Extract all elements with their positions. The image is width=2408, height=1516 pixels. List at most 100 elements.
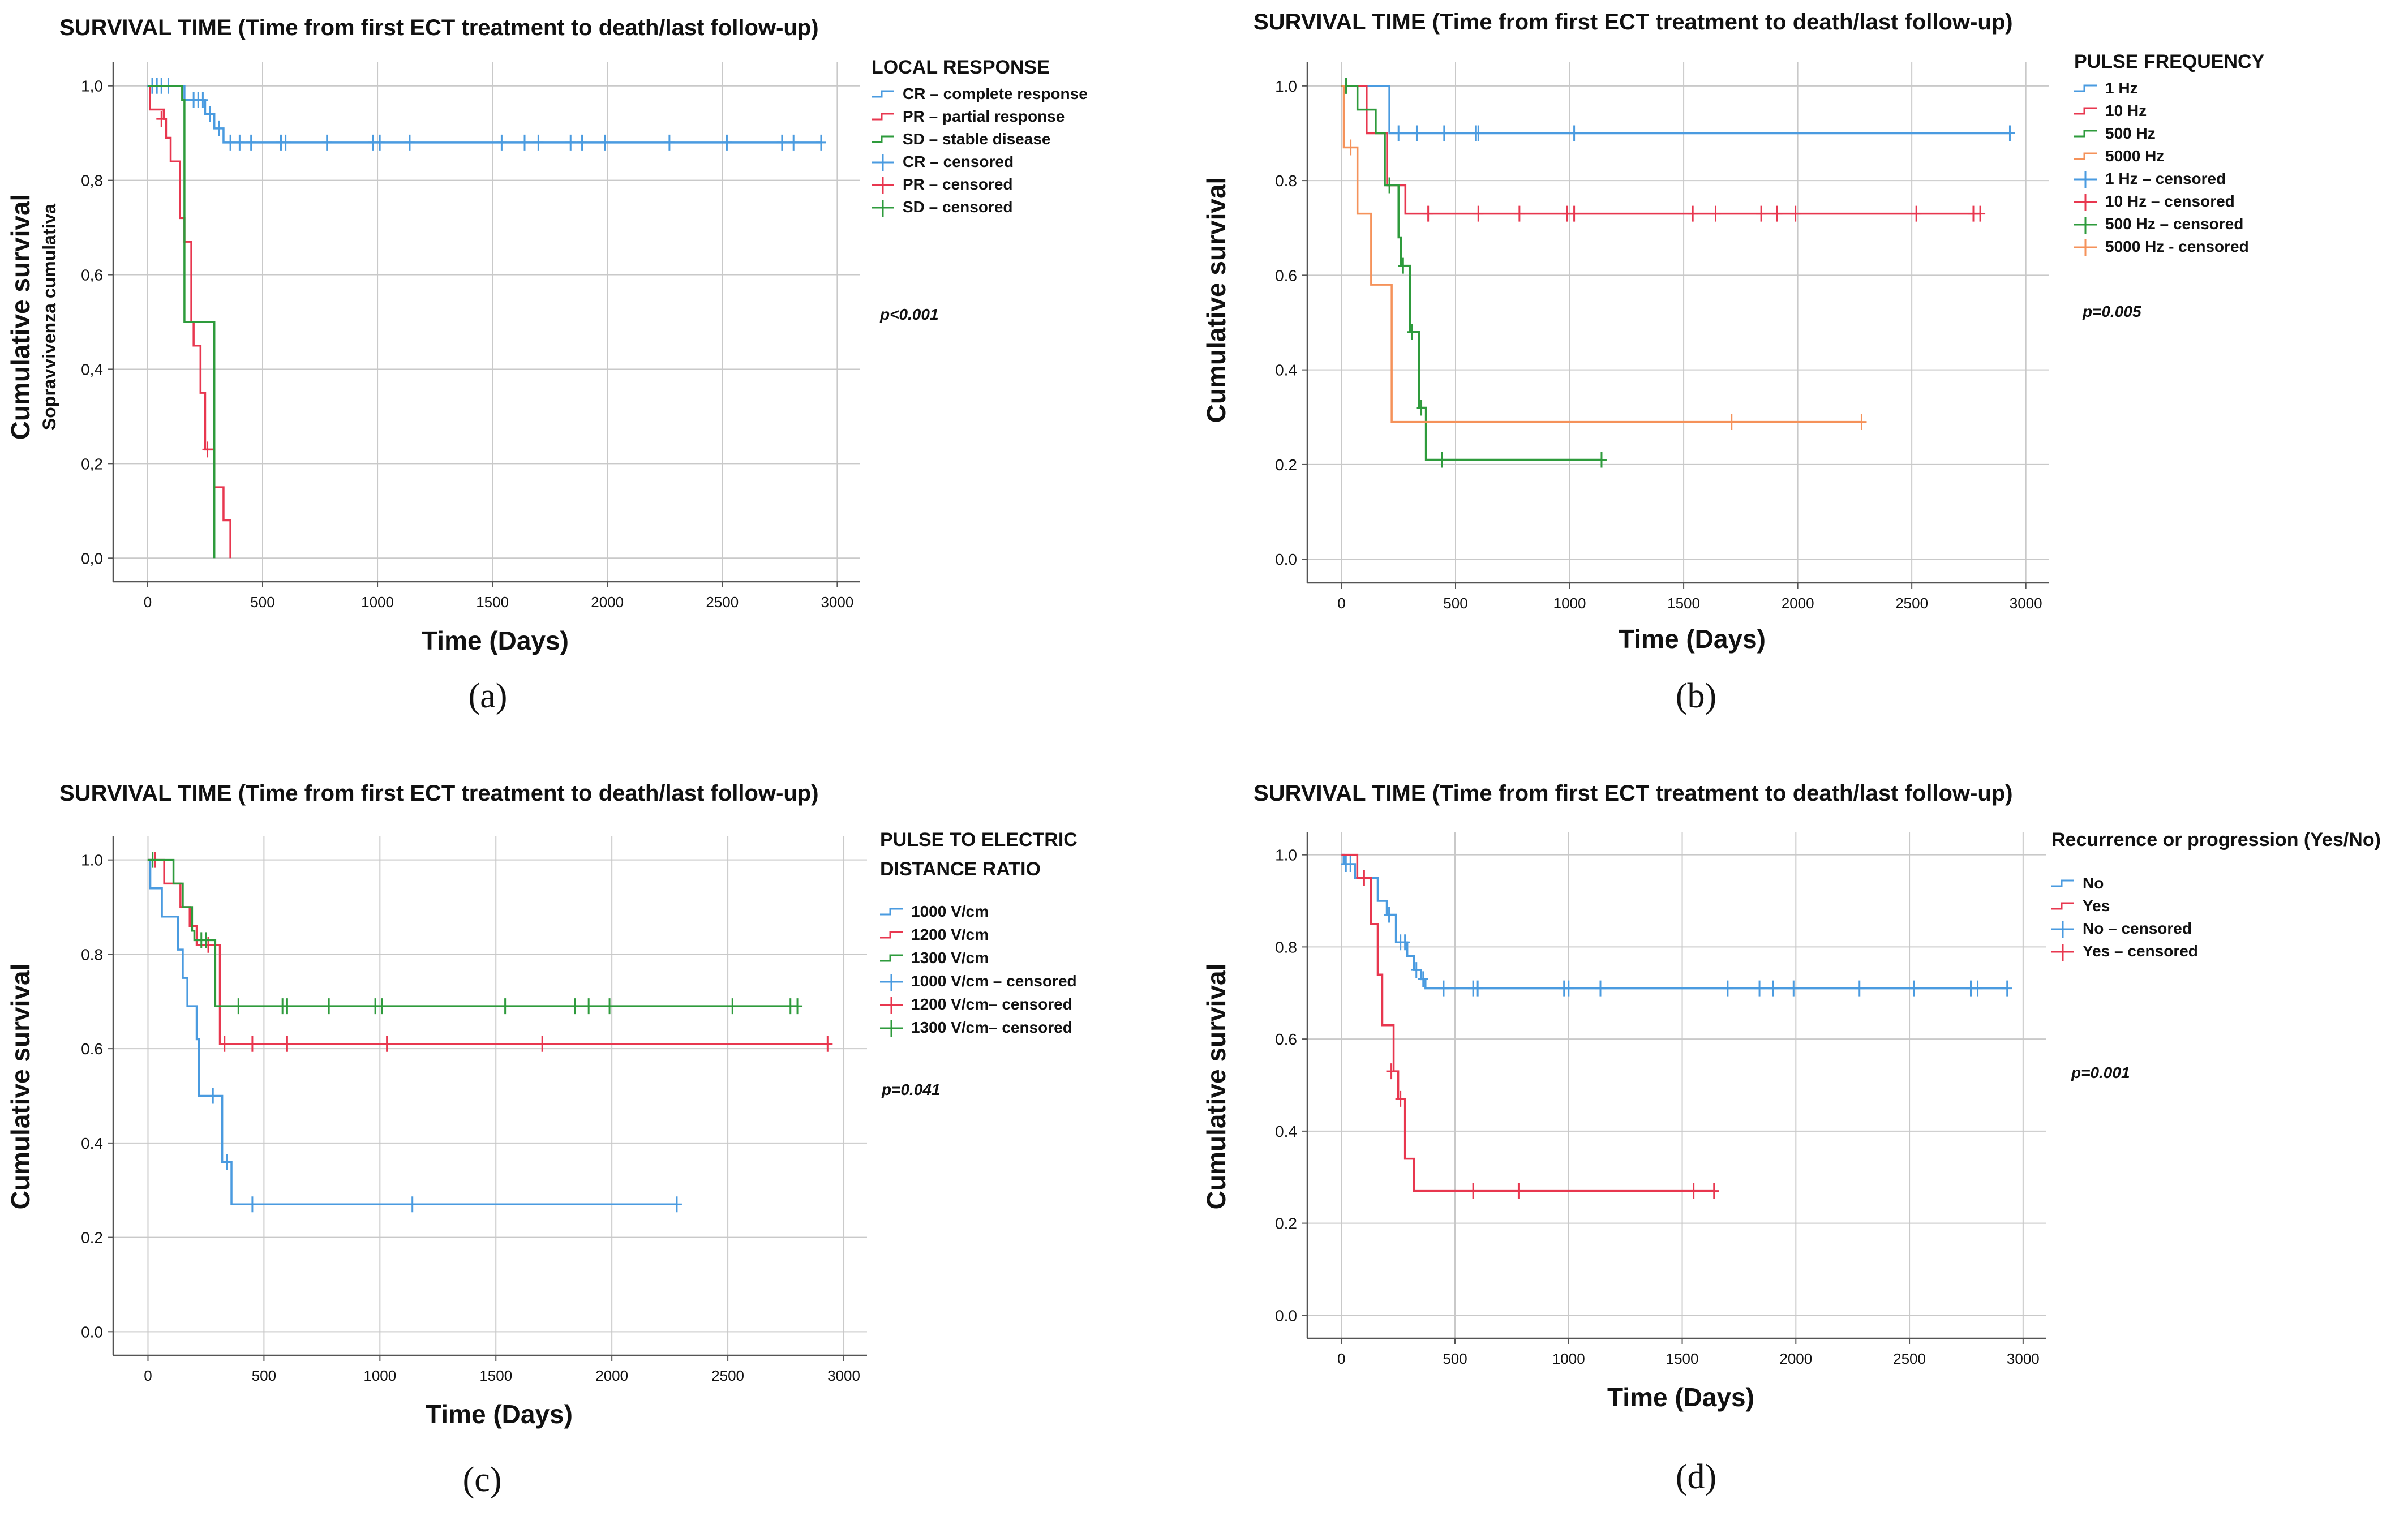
legend-swatch-line [2074, 107, 2097, 115]
censored-mark [1400, 934, 1410, 951]
legend-item-label: 1 Hz [2105, 79, 2138, 97]
x-tick-label: 0 [1337, 1350, 1345, 1367]
y-axis-label: Cumulative survival [1201, 177, 1231, 423]
survival-curve-yes [1341, 853, 1714, 1192]
x-tick-label: 0 [144, 1367, 152, 1384]
censored-mark [565, 134, 576, 151]
x-tick-label: 500 [1443, 595, 1467, 612]
legend-item-label: No [2083, 874, 2104, 892]
censored-mark [202, 441, 213, 458]
panel-caption: (d) [1676, 1458, 1716, 1496]
legend-swatch-cross [872, 177, 894, 194]
x-tick-label: 500 [1443, 1350, 1467, 1367]
panel-caption: (c) [463, 1461, 502, 1499]
censored-mark [583, 998, 594, 1015]
x-tick-label: 1500 [1667, 595, 1700, 612]
censored-mark [1569, 125, 1579, 141]
censored-mark [1768, 980, 1779, 997]
censored-mark [377, 998, 388, 1015]
legend-item-label: 500 Hz – censored [2105, 215, 2243, 233]
censored-mark [1972, 980, 1983, 997]
legend-swatch-cross [2074, 217, 2097, 234]
censored-mark [815, 134, 826, 151]
y-tick-label: 0,0 [81, 549, 103, 567]
censored-mark [1710, 205, 1721, 222]
survival-curve-cr [147, 84, 821, 144]
censored-mark [234, 134, 245, 151]
legend-item-label: Yes [2083, 897, 2110, 914]
p-value-annotation: p=0.041 [881, 1081, 941, 1098]
x-tick-label: 0 [1337, 595, 1345, 612]
panel-caption: (b) [1676, 677, 1716, 715]
survival-curve-5000-hz [1341, 85, 1862, 423]
legend-swatch-line [2051, 902, 2074, 910]
censored-mark [1359, 870, 1370, 886]
censored-mark [577, 134, 587, 151]
censored-mark [1726, 414, 1737, 430]
legend-item-label: 5000 Hz - censored [2105, 238, 2249, 255]
survival-curve-10-hz [1341, 85, 1981, 215]
legend-swatch-cross [2074, 194, 2097, 211]
censored-mark [520, 134, 530, 151]
censored-mark [1384, 177, 1395, 194]
survival-curve-sd [147, 84, 216, 559]
censored-mark [404, 134, 415, 151]
censored-mark [1384, 907, 1394, 923]
y-tick-label: 1.0 [1275, 847, 1297, 864]
censored-mark [225, 134, 236, 151]
legend-swatch-cross [872, 154, 894, 171]
x-tick-label: 2500 [1893, 1350, 1926, 1367]
censored-mark [1688, 205, 1698, 222]
y-axis-label-secondary: Sopravvivenza cumulativa [39, 204, 59, 430]
y-tick-label: 0.4 [1275, 1123, 1297, 1140]
censored-mark [282, 1036, 293, 1052]
survival-curve-1300-v/cm [148, 858, 798, 1007]
legend-item-label: 500 Hz [2105, 124, 2156, 142]
y-tick-label: 0.4 [81, 1135, 103, 1152]
chart-title: SURVIVAL TIME (Time from first ECT treat… [1254, 781, 2013, 806]
x-axis-label: Time (Days) [1619, 624, 1766, 654]
chart-panel-c: SURVIVAL TIME (Time from first ECT treat… [6, 781, 1078, 1499]
censored-mark [1790, 205, 1801, 222]
censored-mark [1975, 205, 1986, 222]
y-tick-label: 0.0 [1275, 1307, 1297, 1324]
censored-mark [1416, 400, 1427, 416]
censored-mark [1909, 980, 1920, 997]
censored-mark [671, 1196, 682, 1213]
censored-mark [1688, 1183, 1699, 1199]
censored-mark [1473, 980, 1483, 997]
legend-item-label: 5000 Hz [2105, 147, 2164, 165]
censored-mark [375, 134, 385, 151]
censored-mark [1418, 971, 1428, 987]
y-tick-label: 0.8 [1275, 172, 1297, 190]
censored-mark [147, 852, 158, 868]
censored-mark [233, 998, 244, 1015]
censored-mark [822, 1036, 833, 1052]
censored-mark [1722, 980, 1733, 997]
censored-mark [208, 1088, 218, 1104]
censored-mark [1411, 962, 1422, 978]
censored-mark [204, 106, 215, 122]
censored-mark [219, 1036, 230, 1052]
legend-item-label: 1300 V/cm– censored [911, 1019, 1072, 1036]
y-axis-label: Cumulative survival [6, 194, 35, 440]
censored-mark [1856, 414, 1867, 430]
censored-mark [722, 134, 732, 151]
censored-mark [1754, 980, 1765, 997]
censored-mark [1386, 1063, 1397, 1080]
legend-swatch-line [872, 90, 894, 98]
x-tick-label: 1000 [363, 1367, 396, 1384]
legend-title: PULSE TO ELECTRIC [880, 829, 1078, 851]
y-axis-label: Cumulative survival [6, 964, 35, 1210]
legend-swatch-cross [2051, 944, 2074, 961]
y-tick-label: 0.6 [81, 1040, 103, 1058]
x-tick-label: 2000 [595, 1367, 628, 1384]
chart-title: SURVIVAL TIME (Time from first ECT treat… [1254, 10, 2013, 35]
legend-swatch-cross [880, 1020, 903, 1037]
censored-mark [1595, 980, 1606, 997]
legend-item-label: CR – complete response [903, 85, 1088, 102]
legend-item-label: SD – stable disease [903, 130, 1050, 148]
censored-mark [1407, 324, 1418, 340]
chart-panel-d: SURVIVAL TIME (Time from first ECT treat… [1201, 781, 2381, 1496]
